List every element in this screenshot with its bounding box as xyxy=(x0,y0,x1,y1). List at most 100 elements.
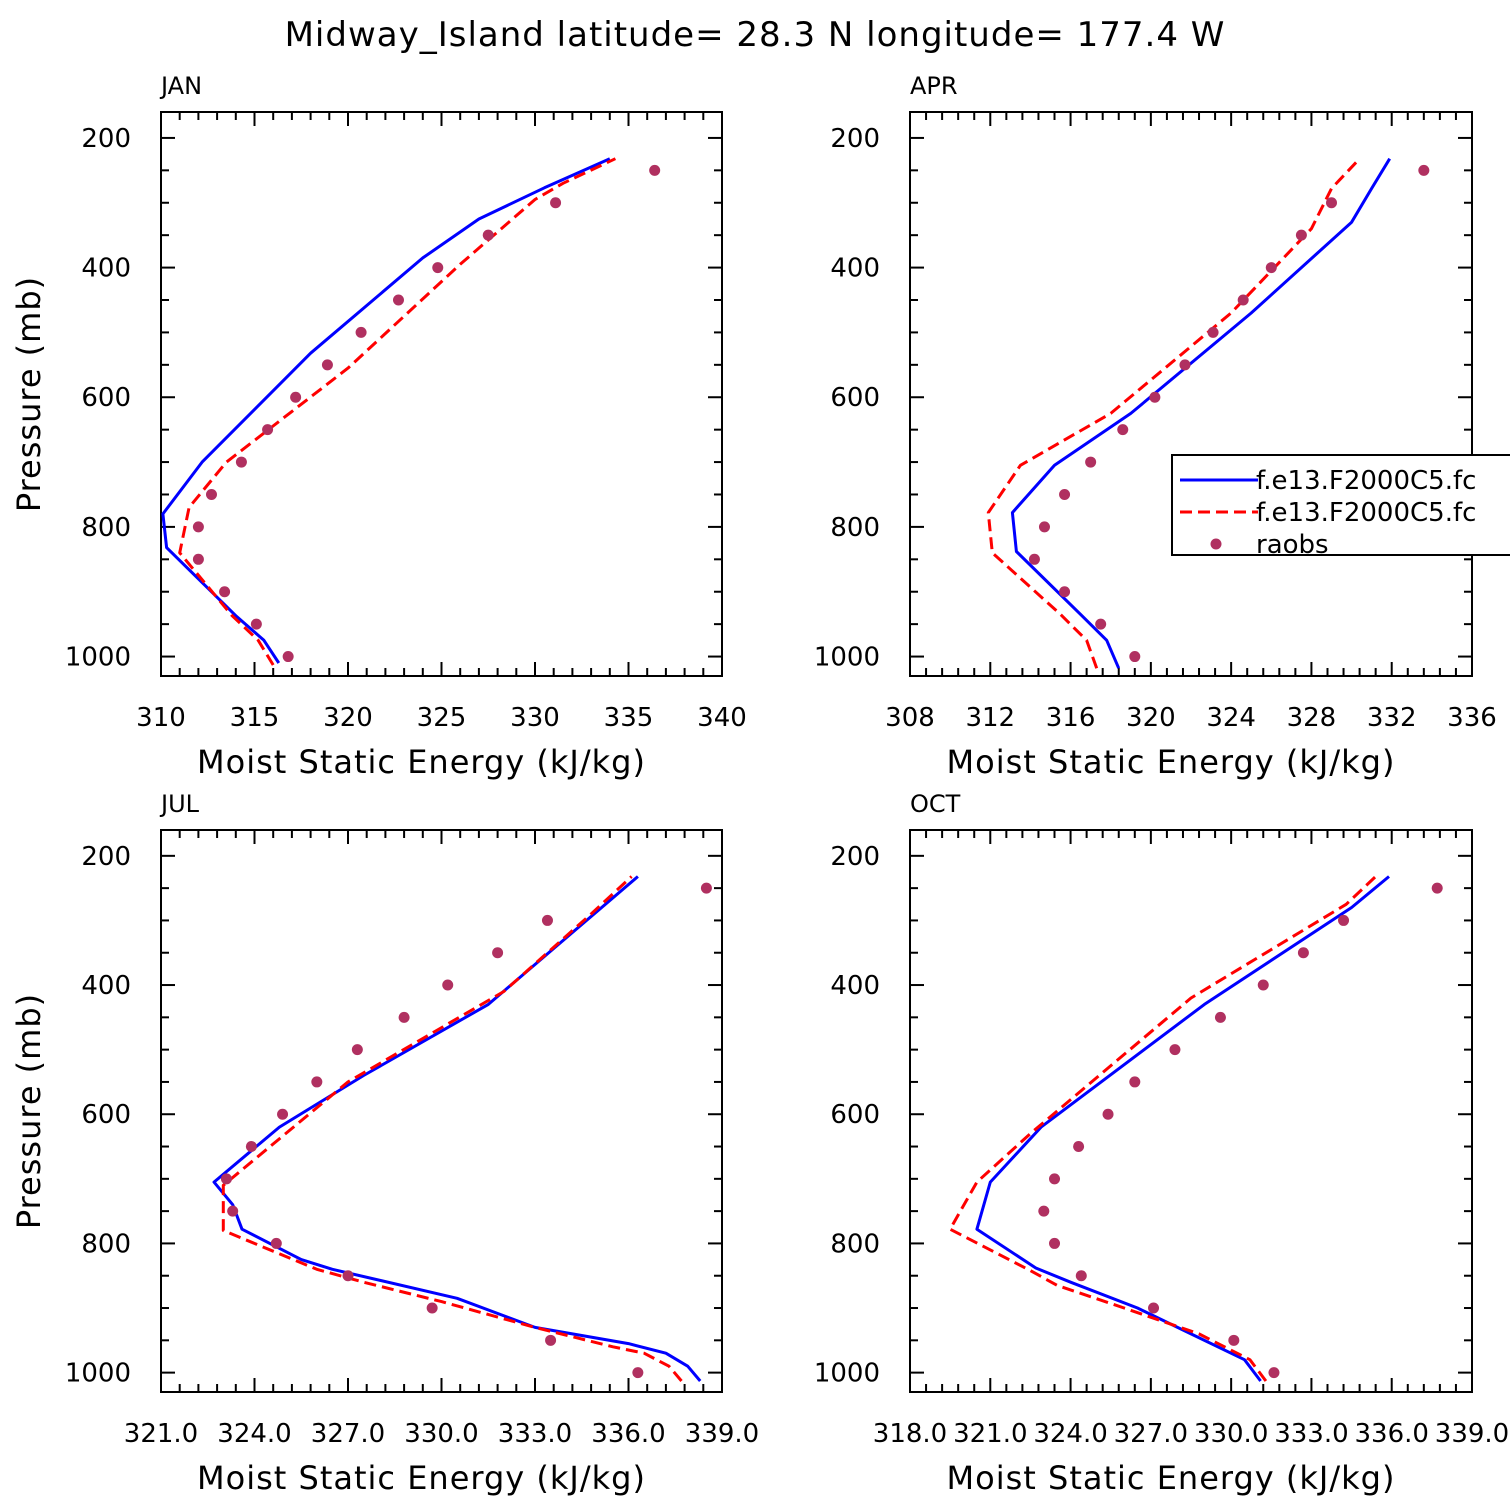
raobs-point xyxy=(1214,1011,1226,1023)
y-tick-label: 200 xyxy=(830,842,880,872)
raobs-point xyxy=(492,947,504,959)
x-tick-label: 339.0 xyxy=(1435,1419,1509,1449)
raobs-point xyxy=(1028,553,1040,565)
raobs-point xyxy=(227,1205,239,1217)
raobs-point xyxy=(1073,1141,1085,1153)
y-tick-label: 400 xyxy=(830,971,880,1001)
x-tick-label: 330.0 xyxy=(1194,1419,1268,1449)
plot-area xyxy=(986,157,1430,669)
raobs-point xyxy=(550,197,562,209)
raobs-point xyxy=(398,1011,410,1023)
legend-label: f.e13.F2000C5.fc xyxy=(1256,466,1476,496)
x-tick-label: 324.0 xyxy=(217,1419,291,1449)
raobs-point xyxy=(1169,1044,1181,1056)
raobs-point xyxy=(1038,1205,1050,1217)
raobs-point xyxy=(392,294,404,306)
raobs-point xyxy=(426,1302,438,1314)
raobs-point xyxy=(700,882,712,894)
y-tick-label: 600 xyxy=(81,1100,131,1130)
raobs-point xyxy=(632,1367,644,1379)
raobs-point xyxy=(482,229,494,241)
raobs-point xyxy=(432,262,444,274)
raobs-point xyxy=(342,1270,354,1282)
x-tick-label: 336.0 xyxy=(1354,1419,1428,1449)
raobs-point xyxy=(1297,947,1309,959)
x-tick-label: 327.0 xyxy=(1114,1419,1188,1449)
raobs-point xyxy=(1431,882,1443,894)
y-tick-label: 400 xyxy=(81,971,131,1001)
y-tick-label: 800 xyxy=(830,513,880,543)
raobs-point xyxy=(1049,1173,1061,1185)
panel-apr: APR 308 312 316 320 324 328 332 336 200 400 600 800 1… xyxy=(814,72,1497,781)
model2-line xyxy=(948,875,1377,1382)
y-tick-label: 200 xyxy=(81,842,131,872)
raobs-point xyxy=(351,1044,363,1056)
x-tick-label: 321.0 xyxy=(953,1419,1027,1449)
raobs-point xyxy=(1049,1237,1061,1249)
y-axis-label: Pressure (mb) xyxy=(10,993,48,1229)
x-tick-label: 310 xyxy=(136,703,186,733)
x-tick-label: 320 xyxy=(323,703,373,733)
raobs-point xyxy=(1038,521,1050,533)
x-tick-label: 333.0 xyxy=(498,1419,572,1449)
y-tick-label: 800 xyxy=(830,1229,880,1259)
raobs-point xyxy=(545,1334,557,1346)
raobs-point xyxy=(220,1173,232,1185)
raobs-point xyxy=(1129,651,1141,663)
raobs-point xyxy=(1117,424,1129,436)
raobs-point xyxy=(282,651,294,663)
x-tick-label: 339.0 xyxy=(685,1419,759,1449)
raobs-point xyxy=(1085,456,1097,468)
y-tick-label: 400 xyxy=(830,254,880,284)
y-tick-label: 1000 xyxy=(65,643,131,673)
x-tick-label: 327.0 xyxy=(311,1419,385,1449)
legend-box xyxy=(1171,454,1510,556)
raobs-point xyxy=(270,1237,282,1249)
raobs-point xyxy=(262,424,274,436)
x-tick-label: 333.0 xyxy=(1274,1419,1348,1449)
raobs-point xyxy=(250,618,262,630)
raobs-point xyxy=(1265,262,1277,274)
y-tick-label: 200 xyxy=(830,124,880,154)
plot-area xyxy=(212,875,712,1382)
x-tick-label: 320 xyxy=(1126,703,1176,733)
raobs-point xyxy=(541,914,553,926)
raobs-point xyxy=(1338,914,1350,926)
y-axis-label: Pressure (mb) xyxy=(10,276,48,512)
figure-title: Midway_Island latitude= 28.3 N longitude… xyxy=(285,15,1226,55)
model1-line xyxy=(1010,157,1391,669)
x-tick-label: 308 xyxy=(885,703,935,733)
raobs-point xyxy=(442,979,454,991)
y-tick-label: 600 xyxy=(830,1100,880,1130)
raobs-point xyxy=(290,391,302,403)
x-tick-label: 325 xyxy=(417,703,467,733)
x-tick-label: 335 xyxy=(604,703,654,733)
raobs-point xyxy=(1059,488,1071,500)
model1-line xyxy=(161,157,611,664)
plot-frame xyxy=(909,829,1473,1393)
raobs-point xyxy=(311,1076,323,1088)
y-tick-label: 800 xyxy=(81,1229,131,1259)
x-tick-label: 336.0 xyxy=(591,1419,665,1449)
plot-area xyxy=(948,875,1443,1382)
raobs-point xyxy=(205,488,217,500)
raobs-point xyxy=(1257,979,1269,991)
raobs-point xyxy=(192,553,204,565)
x-tick-label: 318.0 xyxy=(873,1419,947,1449)
x-tick-label: 321.0 xyxy=(124,1419,198,1449)
raobs-point xyxy=(355,326,367,338)
panel-title: APR xyxy=(910,72,958,100)
x-tick-label: 330 xyxy=(510,703,560,733)
x-tick-label: 316 xyxy=(1046,703,1096,733)
raobs-point xyxy=(1179,359,1191,371)
y-tick-label: 800 xyxy=(81,513,131,543)
raobs-point xyxy=(1102,1108,1114,1120)
raobs-point xyxy=(1148,1302,1160,1314)
raobs-point xyxy=(1295,229,1307,241)
model2-line xyxy=(178,157,617,666)
legend-label: f.e13.F2000C5.fc xyxy=(1256,498,1476,528)
model2-line xyxy=(986,157,1361,669)
